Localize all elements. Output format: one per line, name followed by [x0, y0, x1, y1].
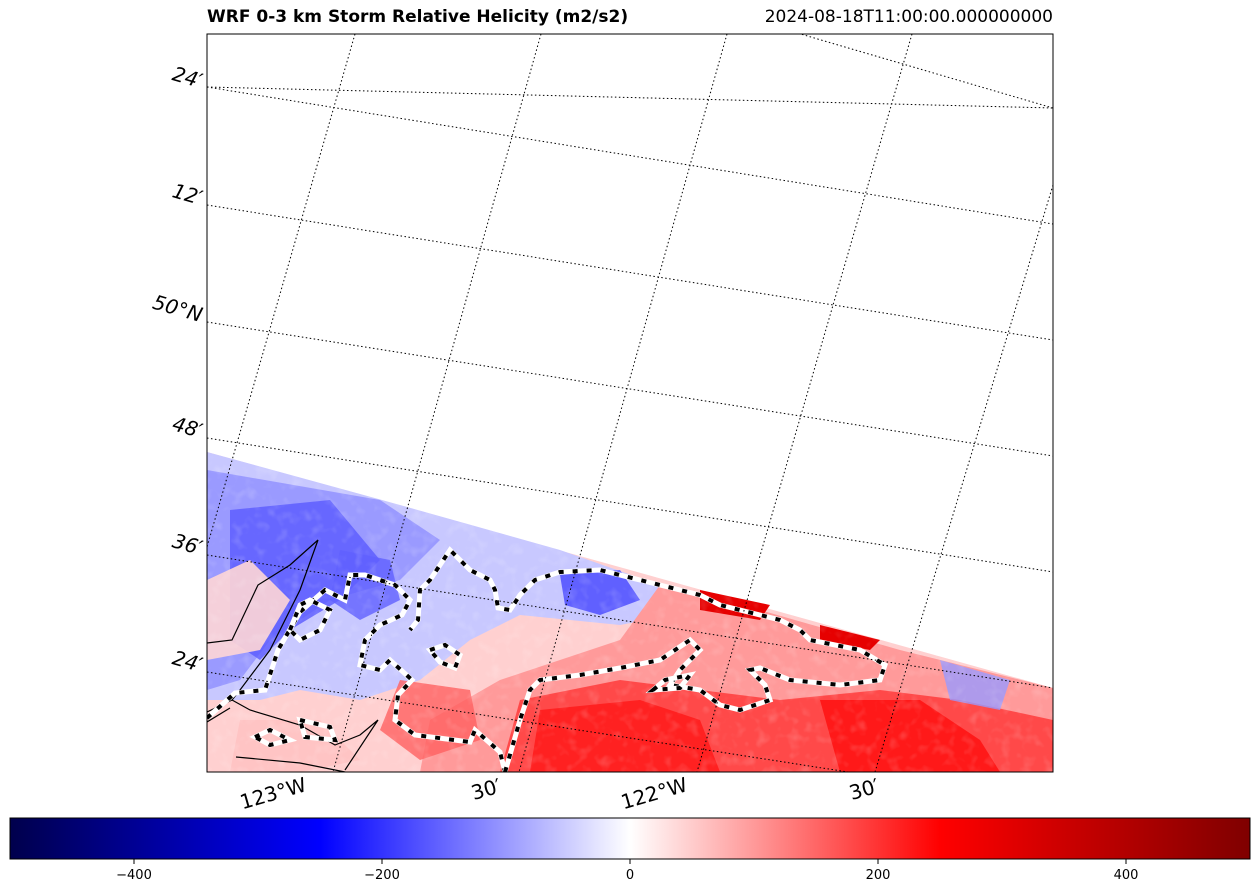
lat-label: 24′ — [170, 61, 206, 92]
map-timestamp: 2024-08-18T11:00:00.000000000 — [764, 7, 1053, 27]
lat-label: 36′ — [170, 528, 206, 559]
colorbar-tick-label: 400 — [1114, 868, 1139, 883]
lon-label: 123°W — [237, 772, 309, 814]
colorbar-tick-label: 0 — [626, 868, 634, 883]
helicity-field — [207, 452, 1053, 772]
colorbar-tick-label: −400 — [116, 868, 152, 883]
lon-label: 122°W — [618, 772, 690, 814]
colorbar-ticks: −400 −200 0 200 400 — [116, 859, 1138, 883]
lat-label: 48′ — [170, 411, 206, 442]
latitude-lines — [207, 34, 1053, 772]
gridlines — [207, 86, 1053, 109]
colorbar-tick-label: 200 — [866, 868, 891, 883]
lon-label: 30′ — [468, 773, 504, 804]
latitude-labels: 24′ 12′ 50°N 48′ 36′ 24′ — [150, 61, 206, 676]
lat-label: 50°N — [150, 290, 205, 327]
lat-label: 24′ — [170, 645, 206, 676]
lat-label: 12′ — [170, 178, 206, 209]
lon-label: 30′ — [846, 773, 882, 804]
longitude-labels: 123°W 30′ 122°W 30′ — [237, 772, 882, 814]
colorbar — [9, 817, 1251, 860]
map-title: WRF 0-3 km Storm Relative Helicity (m2/s… — [207, 7, 629, 27]
longitude-lines — [207, 34, 1053, 772]
colorbar-tick-label: −200 — [364, 868, 400, 883]
map-frame — [206, 33, 1054, 773]
